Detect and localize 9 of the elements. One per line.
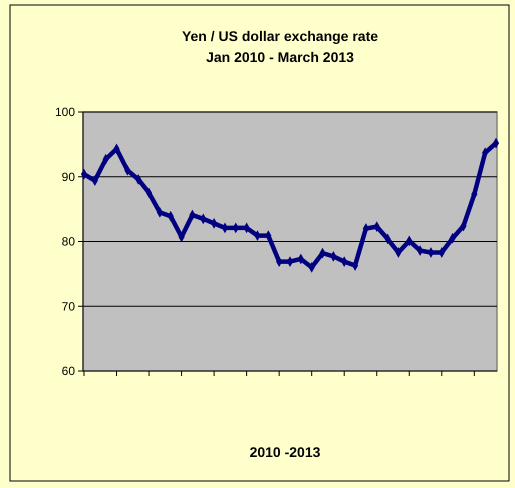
y-tick-label: 60 [62, 364, 76, 378]
y-tick-label: 100 [54, 105, 76, 120]
chart-title: Yen / US dollar exchange rate Jan 2010 - March 2013 [182, 28, 378, 65]
y-tick-label: 90 [62, 170, 76, 184]
y-tick-label: 70 [62, 299, 76, 314]
point [286, 256, 294, 266]
y-tick-label: 80 [62, 234, 76, 249]
point [492, 138, 500, 148]
x-axis-title: 2010 -2013 [250, 444, 321, 460]
